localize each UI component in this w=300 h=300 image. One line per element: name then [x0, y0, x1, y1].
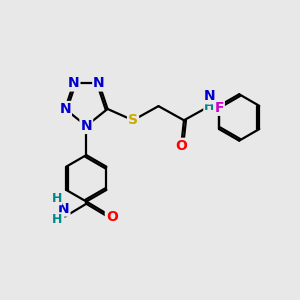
Text: O: O — [106, 209, 118, 224]
Text: N: N — [80, 119, 92, 133]
Text: N: N — [58, 202, 70, 216]
Text: O: O — [175, 139, 187, 153]
Text: H: H — [51, 213, 62, 226]
Text: H: H — [204, 100, 214, 112]
Text: F: F — [214, 101, 224, 115]
Text: N: N — [68, 76, 80, 91]
Text: S: S — [128, 113, 138, 127]
Text: N: N — [204, 89, 215, 103]
Text: H: H — [51, 192, 62, 205]
Text: N: N — [93, 76, 105, 91]
Text: N: N — [59, 102, 71, 116]
